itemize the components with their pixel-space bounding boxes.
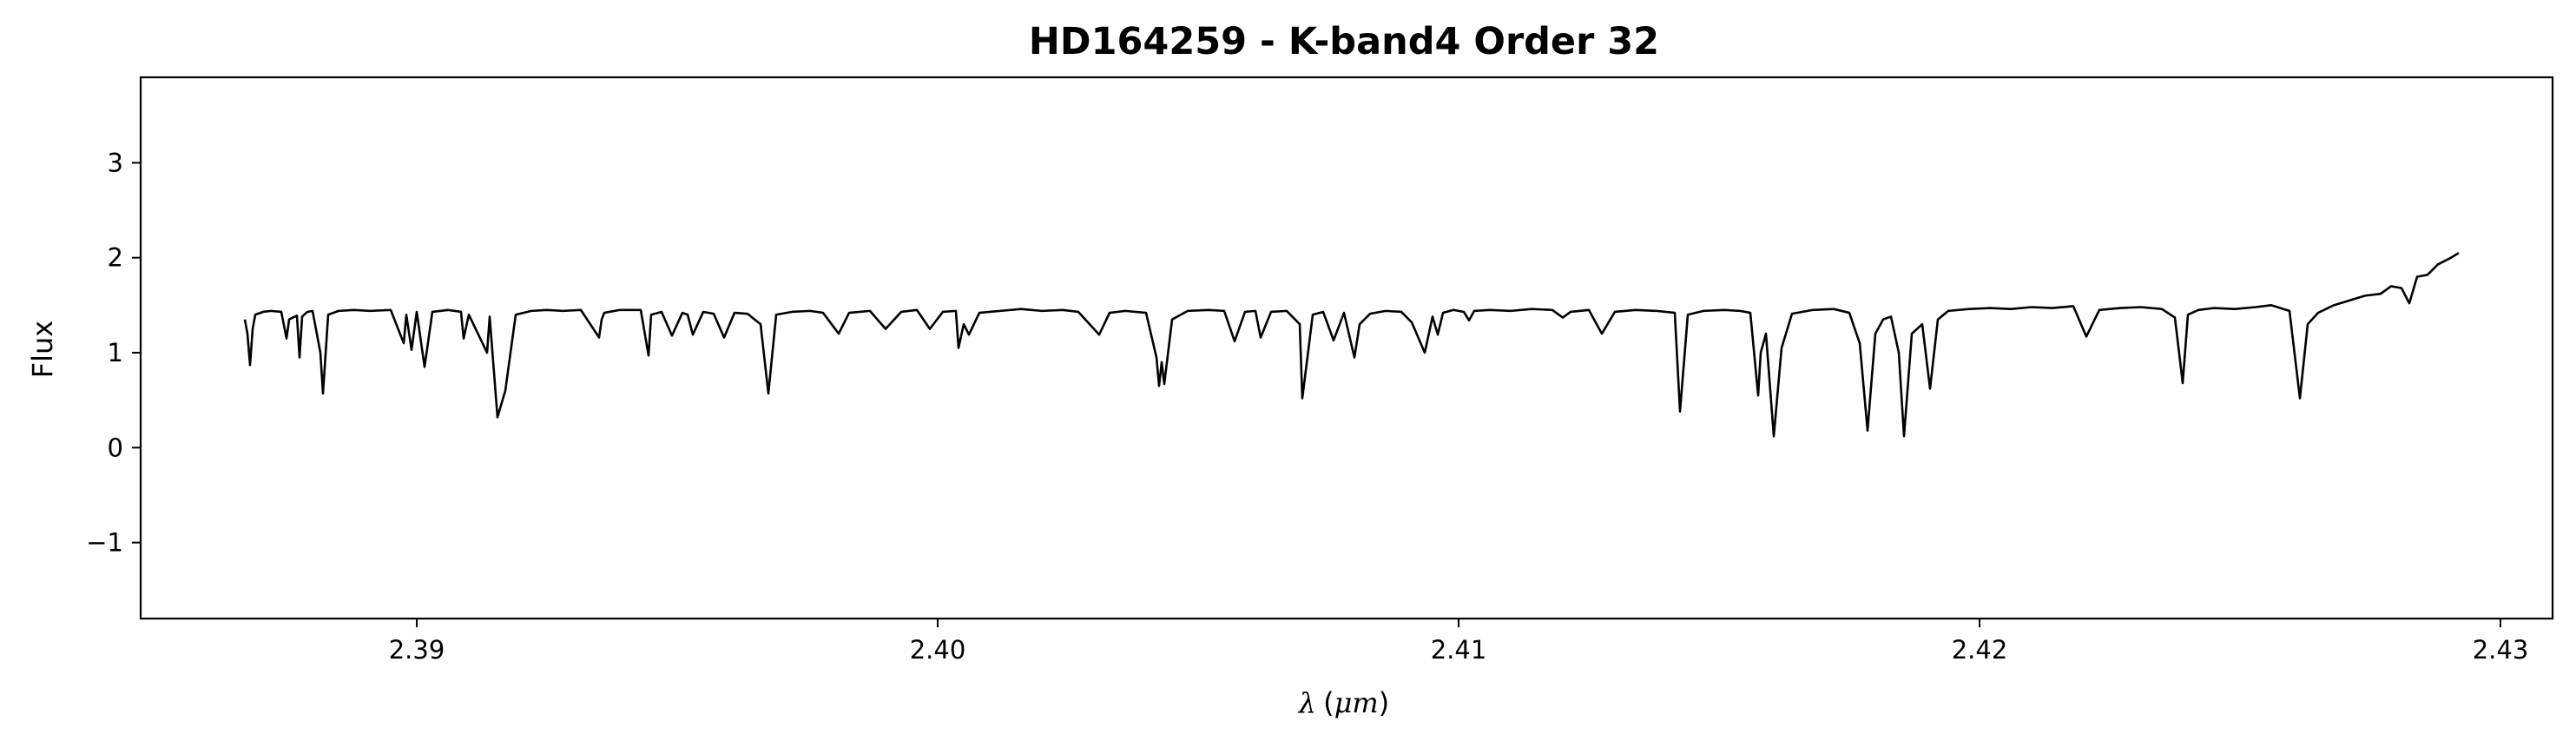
y-tick-label: 2 <box>108 243 123 273</box>
y-tick-label: 0 <box>108 433 123 462</box>
axes-frame <box>139 76 2554 620</box>
x-axis-unit-close: ) <box>1379 686 1389 719</box>
chart-title: HD164259 - K-band4 Order 32 <box>1029 20 1659 63</box>
x-tick-label: 2.43 <box>2473 635 2529 665</box>
x-axis-ticks: 2.39 2.40 2.41 2.42 2.43 <box>389 619 2529 665</box>
x-tick-label: 2.40 <box>910 635 966 665</box>
x-axis-label: λ (μm) <box>1297 686 1389 719</box>
x-axis-symbol: λ <box>1297 686 1316 719</box>
y-axis-label: Flux <box>26 321 59 379</box>
x-tick-label: 2.41 <box>1431 635 1487 665</box>
x-axis-unit-open: ( <box>1323 686 1334 719</box>
y-axis-ticks: −1 0 1 2 3 <box>86 148 141 558</box>
y-tick-label: 3 <box>108 148 123 177</box>
y-tick-label: 1 <box>108 338 123 367</box>
flux-spectrum-line <box>243 252 2460 438</box>
plot-area: 2.39 2.40 2.41 2.42 2.43 −1 0 1 2 3 <box>86 76 2554 665</box>
y-tick-label: −1 <box>86 528 123 558</box>
x-axis-unit: μm <box>1334 686 1379 719</box>
x-tick-label: 2.39 <box>389 635 445 665</box>
x-tick-label: 2.42 <box>1952 635 2008 665</box>
